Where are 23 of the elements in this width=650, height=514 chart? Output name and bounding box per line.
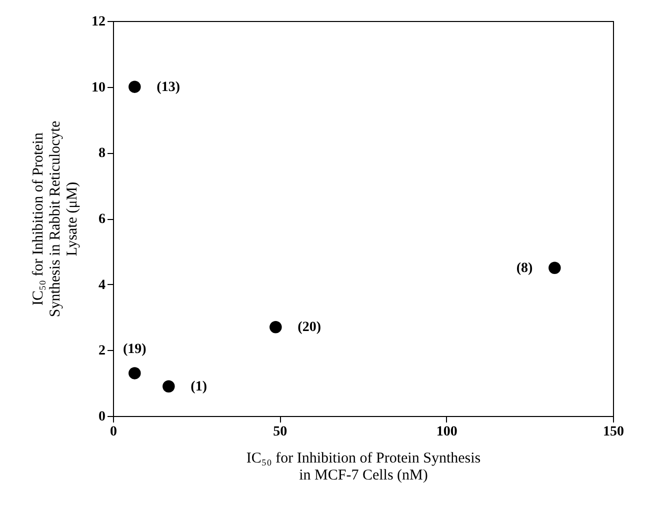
- point: [162, 380, 175, 392]
- point: [270, 321, 282, 334]
- y-axis-title: IC₅₀ for Inhibition of Protein Synthesis in Rabbit Reticulocyte Lysate (μM): [30, 120, 80, 318]
- x-tick-label: 150: [603, 424, 624, 440]
- annotation: (1): [190, 379, 208, 394]
- x-tick-label: 0: [110, 424, 117, 440]
- y-tick-label: 4: [98, 278, 106, 293]
- y-tick-label: 6: [98, 212, 106, 227]
- point: [128, 80, 141, 93]
- annotation: (13): [156, 80, 180, 95]
- x-tick-label: 100: [436, 424, 458, 440]
- x-axis-title: IC₅₀ for Inhibition of Protein Synthesis in MCF-7 Cells (nM): [246, 450, 481, 484]
- point: [128, 367, 141, 380]
- y-tick-label: 2: [98, 344, 106, 359]
- point: [548, 262, 561, 274]
- y-tick-label: 8: [98, 146, 106, 162]
- annotation: (19): [123, 342, 147, 358]
- y-tick-label: 0: [98, 410, 106, 424]
- annotation: (8): [516, 260, 533, 276]
- y-tick-label: 10: [92, 80, 106, 96]
- x-tick-label: 50: [273, 424, 288, 440]
- annotation: (20): [298, 320, 322, 336]
- y-tick-label: 12: [92, 14, 106, 30]
